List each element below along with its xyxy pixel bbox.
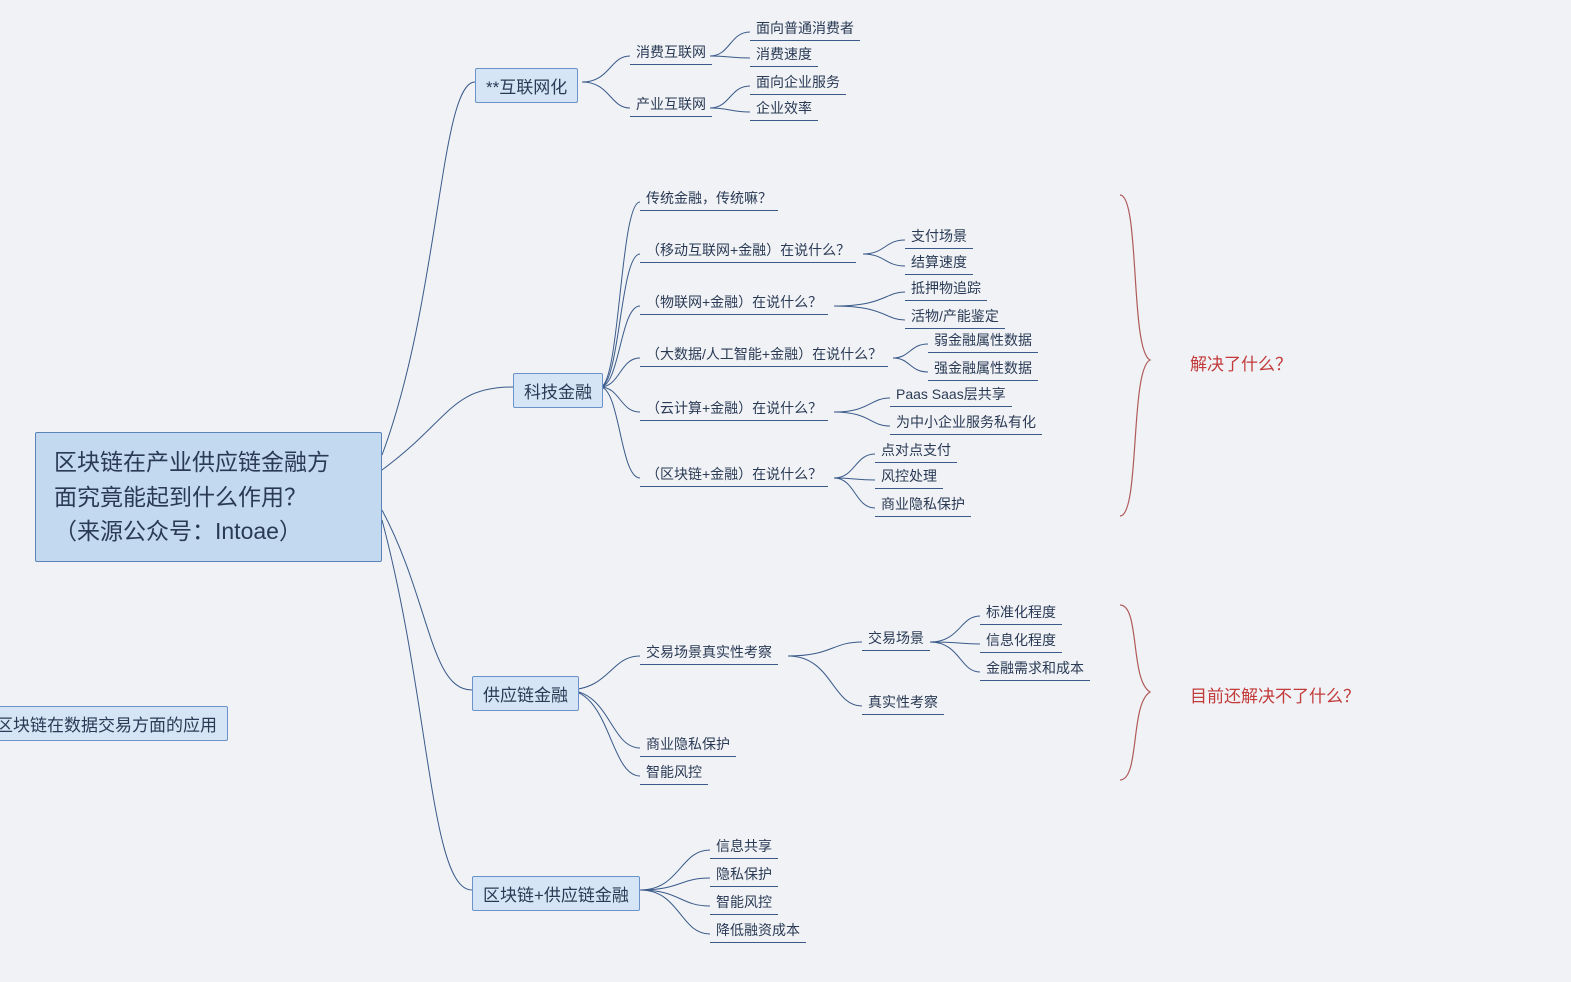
branch1-child0[interactable]: 消费互联网 xyxy=(630,40,712,65)
sibling-root-node[interactable]: 区块链在数据交易方面的应用 xyxy=(0,706,228,741)
branch3-node[interactable]: 供应链金融 xyxy=(472,676,579,711)
branch3-child1[interactable]: 商业隐私保护 xyxy=(640,732,736,757)
branch3-child0-sub0-leaf0[interactable]: 标准化程度 xyxy=(980,600,1062,625)
branch4-node[interactable]: 区块链+供应链金融 xyxy=(472,876,640,911)
branch2-annotation: 解决了什么？ xyxy=(1190,350,1292,375)
branch2-child4[interactable]: （云计算+金融）在说什么？ xyxy=(640,396,828,421)
branch1-child1-leaf1[interactable]: 企业效率 xyxy=(750,96,818,121)
branch2-child3-leaf1[interactable]: 强金融属性数据 xyxy=(928,356,1038,381)
branch2-child1[interactable]: （移动互联网+金融）在说什么？ xyxy=(640,238,856,263)
branch2-child0[interactable]: 传统金融，传统嘛？ xyxy=(640,186,778,211)
branch1-child0-leaf0[interactable]: 面向普通消费者 xyxy=(750,16,860,41)
branch3-child0-sub1[interactable]: 真实性考察 xyxy=(862,690,944,715)
branch1-child0-leaf1[interactable]: 消费速度 xyxy=(750,42,818,67)
root-line1: 区块链在产业供应链金融方 xyxy=(54,449,330,475)
branch2-child2[interactable]: （物联网+金融）在说什么？ xyxy=(640,290,828,315)
branch3-child0-sub0-leaf1[interactable]: 信息化程度 xyxy=(980,628,1062,653)
branch2-child3-leaf0[interactable]: 弱金融属性数据 xyxy=(928,328,1038,353)
branch4-leaf2[interactable]: 智能风控 xyxy=(710,890,778,915)
branch1-child1-leaf0[interactable]: 面向企业服务 xyxy=(750,70,846,95)
branch2-child5[interactable]: （区块链+金融）在说什么？ xyxy=(640,462,828,487)
branch2-node[interactable]: 科技金融 xyxy=(513,373,603,408)
branch3-child0-sub0[interactable]: 交易场景 xyxy=(862,626,930,651)
branch2-child2-leaf0[interactable]: 抵押物追踪 xyxy=(905,276,987,301)
branch3-annotation: 目前还解决不了什么？ xyxy=(1190,682,1360,707)
root-line2: 面究竟能起到什么作用？ xyxy=(54,484,307,510)
branch2-child4-leaf0[interactable]: Paas Saas层共享 xyxy=(890,382,1012,407)
branch1-child1[interactable]: 产业互联网 xyxy=(630,92,712,117)
branch3-child0[interactable]: 交易场景真实性考察 xyxy=(640,640,778,665)
branch4-leaf3[interactable]: 降低融资成本 xyxy=(710,918,806,943)
branch3-child0-sub0-leaf2[interactable]: 金融需求和成本 xyxy=(980,656,1090,681)
branch4-leaf1[interactable]: 隐私保护 xyxy=(710,862,778,887)
branch2-child2-leaf1[interactable]: 活物/产能鉴定 xyxy=(905,304,1005,329)
branch2-child5-leaf2[interactable]: 商业隐私保护 xyxy=(875,492,971,517)
branch2-child3[interactable]: （大数据/人工智能+金融）在说什么？ xyxy=(640,342,888,367)
root-node[interactable]: 区块链在产业供应链金融方 面究竟能起到什么作用？ （来源公众号：Intoae） xyxy=(35,432,382,562)
branch1-node[interactable]: **互联网化 xyxy=(475,68,578,103)
branch2-child1-leaf1[interactable]: 结算速度 xyxy=(905,250,973,275)
root-line3: （来源公众号：Intoae） xyxy=(54,518,302,544)
branch2-child5-leaf1[interactable]: 风控处理 xyxy=(875,464,943,489)
branch2-child4-leaf1[interactable]: 为中小企业服务私有化 xyxy=(890,410,1042,435)
branch2-child1-leaf0[interactable]: 支付场景 xyxy=(905,224,973,249)
branch2-child5-leaf0[interactable]: 点对点支付 xyxy=(875,438,957,463)
branch3-child2[interactable]: 智能风控 xyxy=(640,760,708,785)
branch4-leaf0[interactable]: 信息共享 xyxy=(710,834,778,859)
